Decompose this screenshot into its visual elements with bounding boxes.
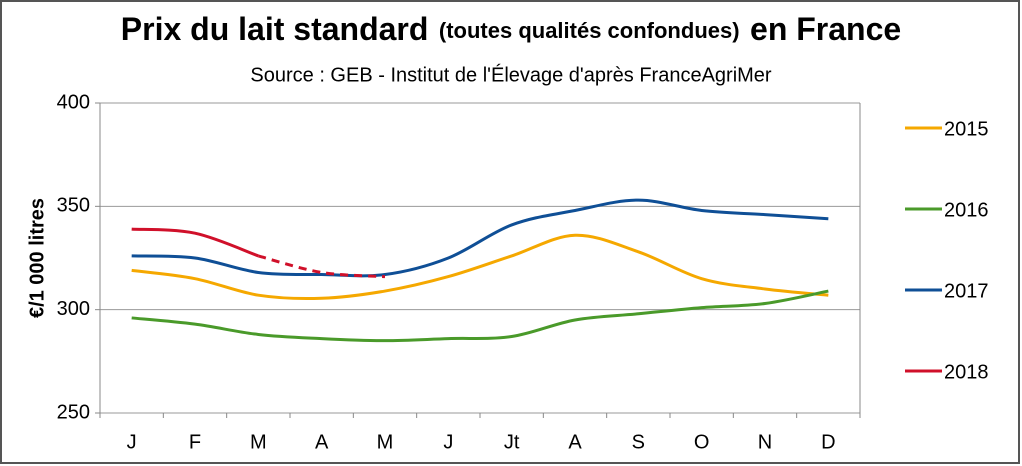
x-tick-label: M (250, 431, 267, 453)
chart-title: Prix du lait standard (toutes qualités c… (121, 11, 901, 47)
x-tick-label: O (694, 431, 710, 453)
y-axis-label: €/1 000 litres (26, 198, 48, 318)
x-tick-label: J (127, 431, 137, 453)
legend-label: 2018 (944, 361, 989, 383)
x-tick-label: A (568, 431, 582, 453)
x-tick-label: S (632, 431, 645, 453)
series-line (131, 233, 829, 301)
series-line (131, 227, 259, 258)
series-line (131, 198, 829, 278)
x-tick-label: F (189, 431, 201, 453)
legend-label: 2016 (944, 199, 989, 221)
title-part: en France (750, 11, 901, 47)
title-part: Prix du lait standard (121, 11, 429, 47)
x-tick-label: M (377, 431, 394, 453)
x-tick-label: D (821, 431, 835, 453)
x-tick-label: A (315, 431, 329, 453)
legend-label: 2017 (944, 280, 989, 302)
series-line (257, 254, 386, 279)
x-tick-label: N (758, 431, 772, 453)
y-tick-label: 300 (57, 298, 90, 320)
legend-label: 2015 (944, 118, 989, 140)
y-tick-label: 400 (57, 91, 90, 113)
title-part: (toutes qualités confondues) (439, 18, 740, 43)
y-tick-label: 250 (57, 401, 90, 423)
x-tick-label: J (443, 431, 453, 453)
x-tick-label: Jt (504, 431, 520, 453)
y-tick-label: 350 (57, 195, 90, 217)
series-line (131, 289, 829, 343)
subtitle: Source : GEB - Institut de l'Élevage d'a… (250, 63, 772, 86)
